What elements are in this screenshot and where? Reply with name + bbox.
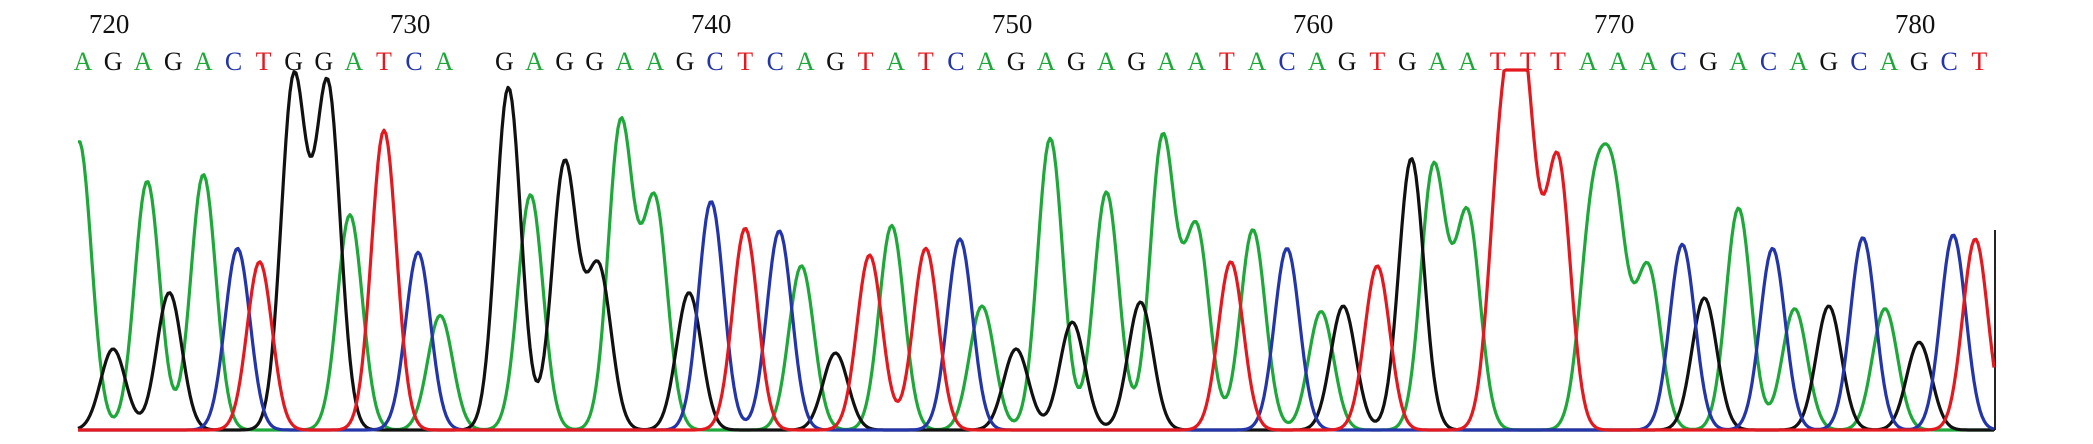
base-call: G [495,47,514,76]
base-call: G [1398,47,1417,76]
base-call: A [345,47,364,76]
base-call: A [525,47,544,76]
base-call: G [284,47,303,76]
base-call: T [1369,47,1385,76]
base-call: A [1428,47,1447,76]
position-label: 760 [1293,9,1334,39]
base-call: A [977,47,996,76]
base-call: A [796,47,815,76]
base-call: C [1760,47,1777,76]
base-call: C [1941,47,1958,76]
base-call: A [1308,47,1327,76]
base-call: A [1579,47,1598,76]
base-call: A [615,47,634,76]
base-call: T [376,47,392,76]
base-call: G [104,47,123,76]
base-call: A [1789,47,1808,76]
base-call: G [676,47,695,76]
base-call: A [1729,47,1748,76]
base-call: A [1097,47,1116,76]
base-call: C [1670,47,1687,76]
base-call: G [585,47,604,76]
position-label: 770 [1594,9,1635,39]
base-call: G [314,47,333,76]
base-call: T [1550,47,1566,76]
base-call: G [555,47,574,76]
base-call: C [405,47,422,76]
base-call: C [225,47,242,76]
base-call: A [1248,47,1267,76]
base-call: C [1850,47,1867,76]
base-call: T [858,47,874,76]
position-label: 780 [1895,9,1936,39]
base-call: T [256,47,272,76]
base-call: A [1458,47,1477,76]
base-call: G [1067,47,1086,76]
base-call: T [1490,47,1506,76]
position-label: 740 [691,9,732,39]
trace [77,70,1994,432]
base-call: C [947,47,964,76]
base-call: T [1971,47,1987,76]
base-call: A [1187,47,1206,76]
base-call: T [1219,47,1235,76]
base-call: G [1819,47,1838,76]
base-call: A [1639,47,1658,76]
base-call: C [706,47,723,76]
base-call: A [646,47,665,76]
base-call: A [435,47,454,76]
base-call: A [1609,47,1628,76]
base-call: G [164,47,183,76]
base-call: C [767,47,784,76]
base-call: A [134,47,153,76]
base-call: A [194,47,213,76]
base-call: A [1037,47,1056,76]
position-label: 750 [992,9,1033,39]
base-call: A [886,47,905,76]
base-call: G [1910,47,1929,76]
base-call: G [1007,47,1026,76]
base-call: G [826,47,845,76]
trace [78,68,1996,432]
position-label: 730 [390,9,431,39]
base-call: A [1880,47,1899,76]
base-call: T [918,47,934,76]
base-call: G [1699,47,1718,76]
base-call: C [1278,47,1295,76]
position-label: 720 [89,9,130,39]
base-call: A [1157,47,1176,76]
base-call: T [737,47,753,76]
base-call: G [1338,47,1357,76]
base-call: G [1127,47,1146,76]
base-call: A [74,47,93,76]
